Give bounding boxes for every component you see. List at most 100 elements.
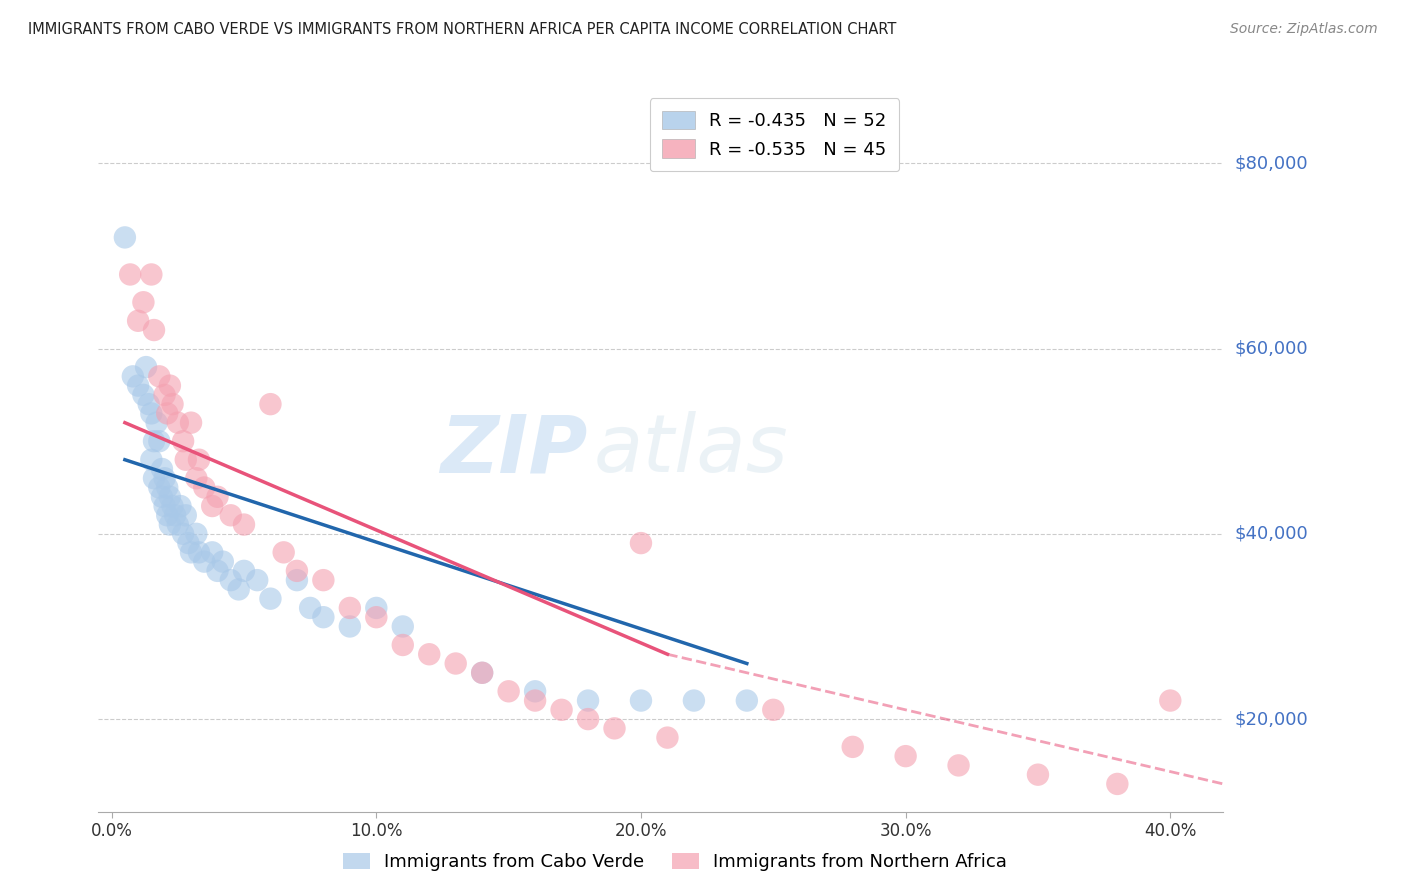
Point bbox=[219, 573, 242, 587]
Point bbox=[1159, 693, 1181, 707]
Point bbox=[366, 610, 388, 624]
Point bbox=[141, 452, 163, 467]
Point bbox=[273, 545, 295, 559]
Point bbox=[153, 471, 176, 485]
Point bbox=[524, 693, 547, 707]
Point bbox=[121, 369, 143, 384]
Point bbox=[366, 601, 388, 615]
Point bbox=[169, 499, 191, 513]
Point bbox=[391, 619, 413, 633]
Point bbox=[180, 545, 202, 559]
Point bbox=[391, 638, 413, 652]
Point bbox=[127, 378, 149, 392]
Point bbox=[228, 582, 250, 597]
Point bbox=[135, 360, 157, 375]
Point bbox=[233, 564, 256, 578]
Point bbox=[207, 490, 229, 504]
Point bbox=[894, 749, 917, 764]
Point bbox=[471, 665, 494, 680]
Point bbox=[576, 693, 599, 707]
Point bbox=[603, 722, 626, 736]
Point bbox=[138, 397, 160, 411]
Point bbox=[148, 369, 170, 384]
Point bbox=[418, 647, 440, 661]
Point bbox=[180, 416, 202, 430]
Point bbox=[166, 416, 188, 430]
Point bbox=[120, 268, 142, 282]
Point bbox=[259, 591, 281, 606]
Point bbox=[285, 573, 308, 587]
Point bbox=[186, 471, 208, 485]
Point bbox=[471, 665, 494, 680]
Point bbox=[630, 693, 652, 707]
Point bbox=[159, 490, 181, 504]
Point bbox=[186, 526, 208, 541]
Point bbox=[193, 555, 215, 569]
Text: $20,000: $20,000 bbox=[1234, 710, 1308, 728]
Point bbox=[177, 536, 200, 550]
Point bbox=[150, 490, 173, 504]
Point bbox=[127, 314, 149, 328]
Point bbox=[153, 499, 176, 513]
Point bbox=[312, 610, 335, 624]
Point bbox=[153, 388, 176, 402]
Point bbox=[150, 462, 173, 476]
Point bbox=[735, 693, 758, 707]
Point bbox=[156, 481, 179, 495]
Point bbox=[841, 739, 863, 754]
Point bbox=[114, 230, 136, 244]
Point bbox=[174, 452, 197, 467]
Point bbox=[550, 703, 572, 717]
Point bbox=[132, 295, 155, 310]
Legend: Immigrants from Cabo Verde, Immigrants from Northern Africa: Immigrants from Cabo Verde, Immigrants f… bbox=[336, 846, 1014, 879]
Text: Source: ZipAtlas.com: Source: ZipAtlas.com bbox=[1230, 22, 1378, 37]
Point bbox=[219, 508, 242, 523]
Point bbox=[143, 434, 166, 449]
Point bbox=[576, 712, 599, 726]
Point bbox=[159, 378, 181, 392]
Point bbox=[948, 758, 970, 772]
Point bbox=[193, 481, 215, 495]
Point bbox=[166, 517, 188, 532]
Point bbox=[162, 499, 184, 513]
Point bbox=[498, 684, 520, 698]
Point bbox=[762, 703, 785, 717]
Point bbox=[145, 416, 167, 430]
Point bbox=[172, 434, 194, 449]
Point bbox=[143, 471, 166, 485]
Point bbox=[201, 499, 224, 513]
Point bbox=[444, 657, 467, 671]
Point bbox=[312, 573, 335, 587]
Legend: R = -0.435   N = 52, R = -0.535   N = 45: R = -0.435 N = 52, R = -0.535 N = 45 bbox=[650, 98, 900, 171]
Text: $60,000: $60,000 bbox=[1234, 340, 1308, 358]
Point bbox=[162, 397, 184, 411]
Point bbox=[165, 508, 187, 523]
Point bbox=[143, 323, 166, 337]
Point bbox=[172, 526, 194, 541]
Point bbox=[188, 452, 211, 467]
Point bbox=[174, 508, 197, 523]
Point bbox=[683, 693, 706, 707]
Point bbox=[156, 508, 179, 523]
Point bbox=[339, 601, 361, 615]
Point bbox=[246, 573, 269, 587]
Point bbox=[211, 555, 233, 569]
Point bbox=[1026, 767, 1049, 781]
Point bbox=[233, 517, 256, 532]
Point bbox=[201, 545, 224, 559]
Point bbox=[159, 517, 181, 532]
Point bbox=[188, 545, 211, 559]
Point bbox=[339, 619, 361, 633]
Point bbox=[207, 564, 229, 578]
Text: atlas: atlas bbox=[593, 411, 789, 490]
Point bbox=[299, 601, 322, 615]
Text: ZIP: ZIP bbox=[440, 411, 588, 490]
Point bbox=[524, 684, 547, 698]
Point bbox=[141, 268, 163, 282]
Point bbox=[1107, 777, 1129, 791]
Point bbox=[132, 388, 155, 402]
Text: $40,000: $40,000 bbox=[1234, 524, 1308, 543]
Point bbox=[259, 397, 281, 411]
Point bbox=[148, 434, 170, 449]
Point bbox=[657, 731, 679, 745]
